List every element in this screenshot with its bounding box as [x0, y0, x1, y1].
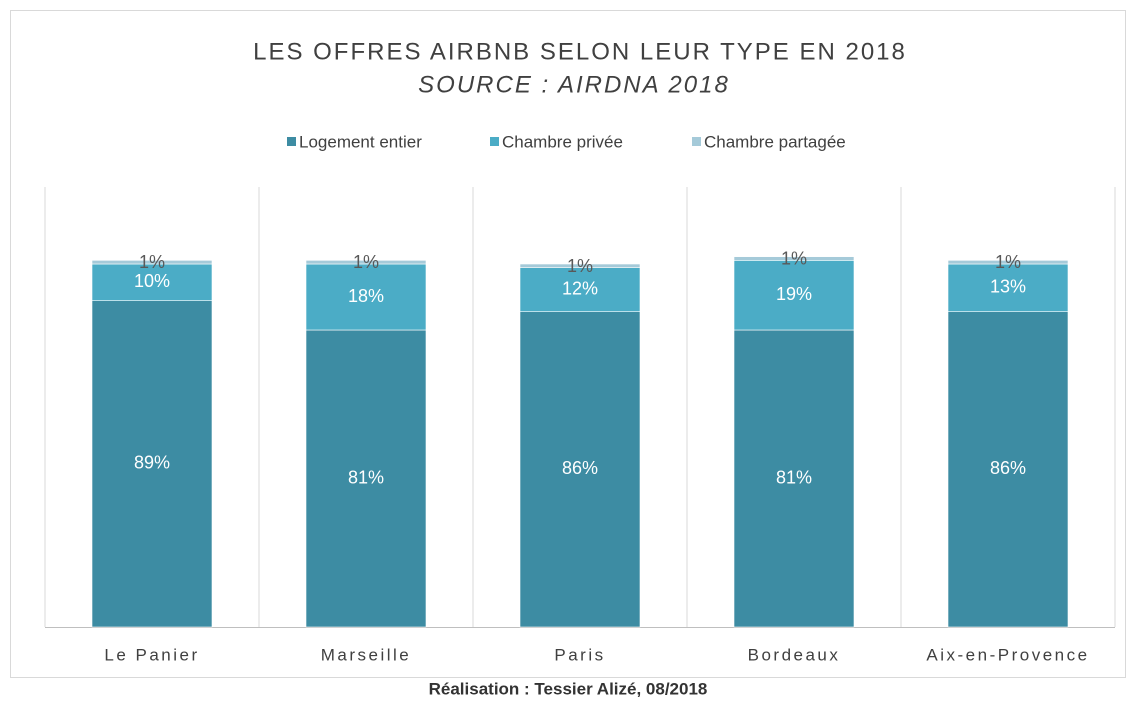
data-label: 10% — [134, 271, 170, 291]
chart-title: LES OFFRES AIRBNB SELON LEUR TYPE EN 201… — [253, 38, 907, 65]
bar-segment — [305, 263, 427, 331]
data-label: 1% — [139, 252, 165, 272]
bar-segment — [733, 329, 855, 628]
legend-label: Logement entier — [299, 132, 422, 151]
bar-segment — [519, 311, 641, 628]
x-tick-label: Bordeaux — [748, 645, 841, 664]
data-label: 81% — [348, 467, 384, 487]
data-label: 1% — [353, 252, 379, 272]
x-tick-label: Aix-en-Provence — [926, 645, 1089, 664]
bar-segment — [305, 260, 427, 265]
legend-label: Chambre partagée — [704, 132, 846, 151]
bar-segment — [733, 256, 855, 261]
data-label: 1% — [781, 248, 807, 268]
legend-swatch — [287, 137, 296, 146]
data-label: 12% — [562, 278, 598, 298]
legend-swatch — [490, 137, 499, 146]
bar-segment — [91, 263, 213, 301]
x-tick-label: Le Panier — [104, 645, 199, 664]
data-label: 86% — [990, 458, 1026, 478]
data-label: 1% — [567, 256, 593, 276]
bar-segment — [947, 311, 1069, 628]
bar-segment — [91, 300, 213, 628]
data-label: 19% — [776, 284, 812, 304]
chart-subtitle: SOURCE : AIRDNA 2018 — [418, 71, 730, 98]
bar-segment — [305, 329, 427, 628]
bar-segment — [947, 260, 1069, 265]
bar-segment — [519, 263, 641, 268]
footer: Réalisation : Tessier Alizé, 08/2018 — [429, 679, 708, 698]
bar-segment — [91, 260, 213, 265]
legend-label: Chambre privée — [502, 132, 623, 151]
data-label: 1% — [995, 252, 1021, 272]
legend-swatch — [692, 137, 701, 146]
data-label: 18% — [348, 286, 384, 306]
data-label: 86% — [562, 458, 598, 478]
data-label: 89% — [134, 453, 170, 473]
data-label: 13% — [990, 277, 1026, 297]
data-label: 81% — [776, 467, 812, 487]
x-tick-label: Paris — [554, 645, 605, 664]
bar-segment — [947, 263, 1069, 312]
bar-segment — [519, 267, 641, 312]
x-tick-label: Marseille — [321, 645, 412, 664]
